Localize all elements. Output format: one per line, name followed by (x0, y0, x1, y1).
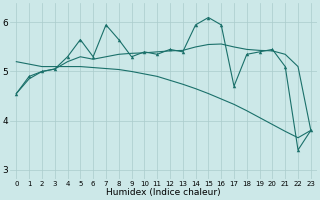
X-axis label: Humidex (Indice chaleur): Humidex (Indice chaleur) (106, 188, 221, 197)
